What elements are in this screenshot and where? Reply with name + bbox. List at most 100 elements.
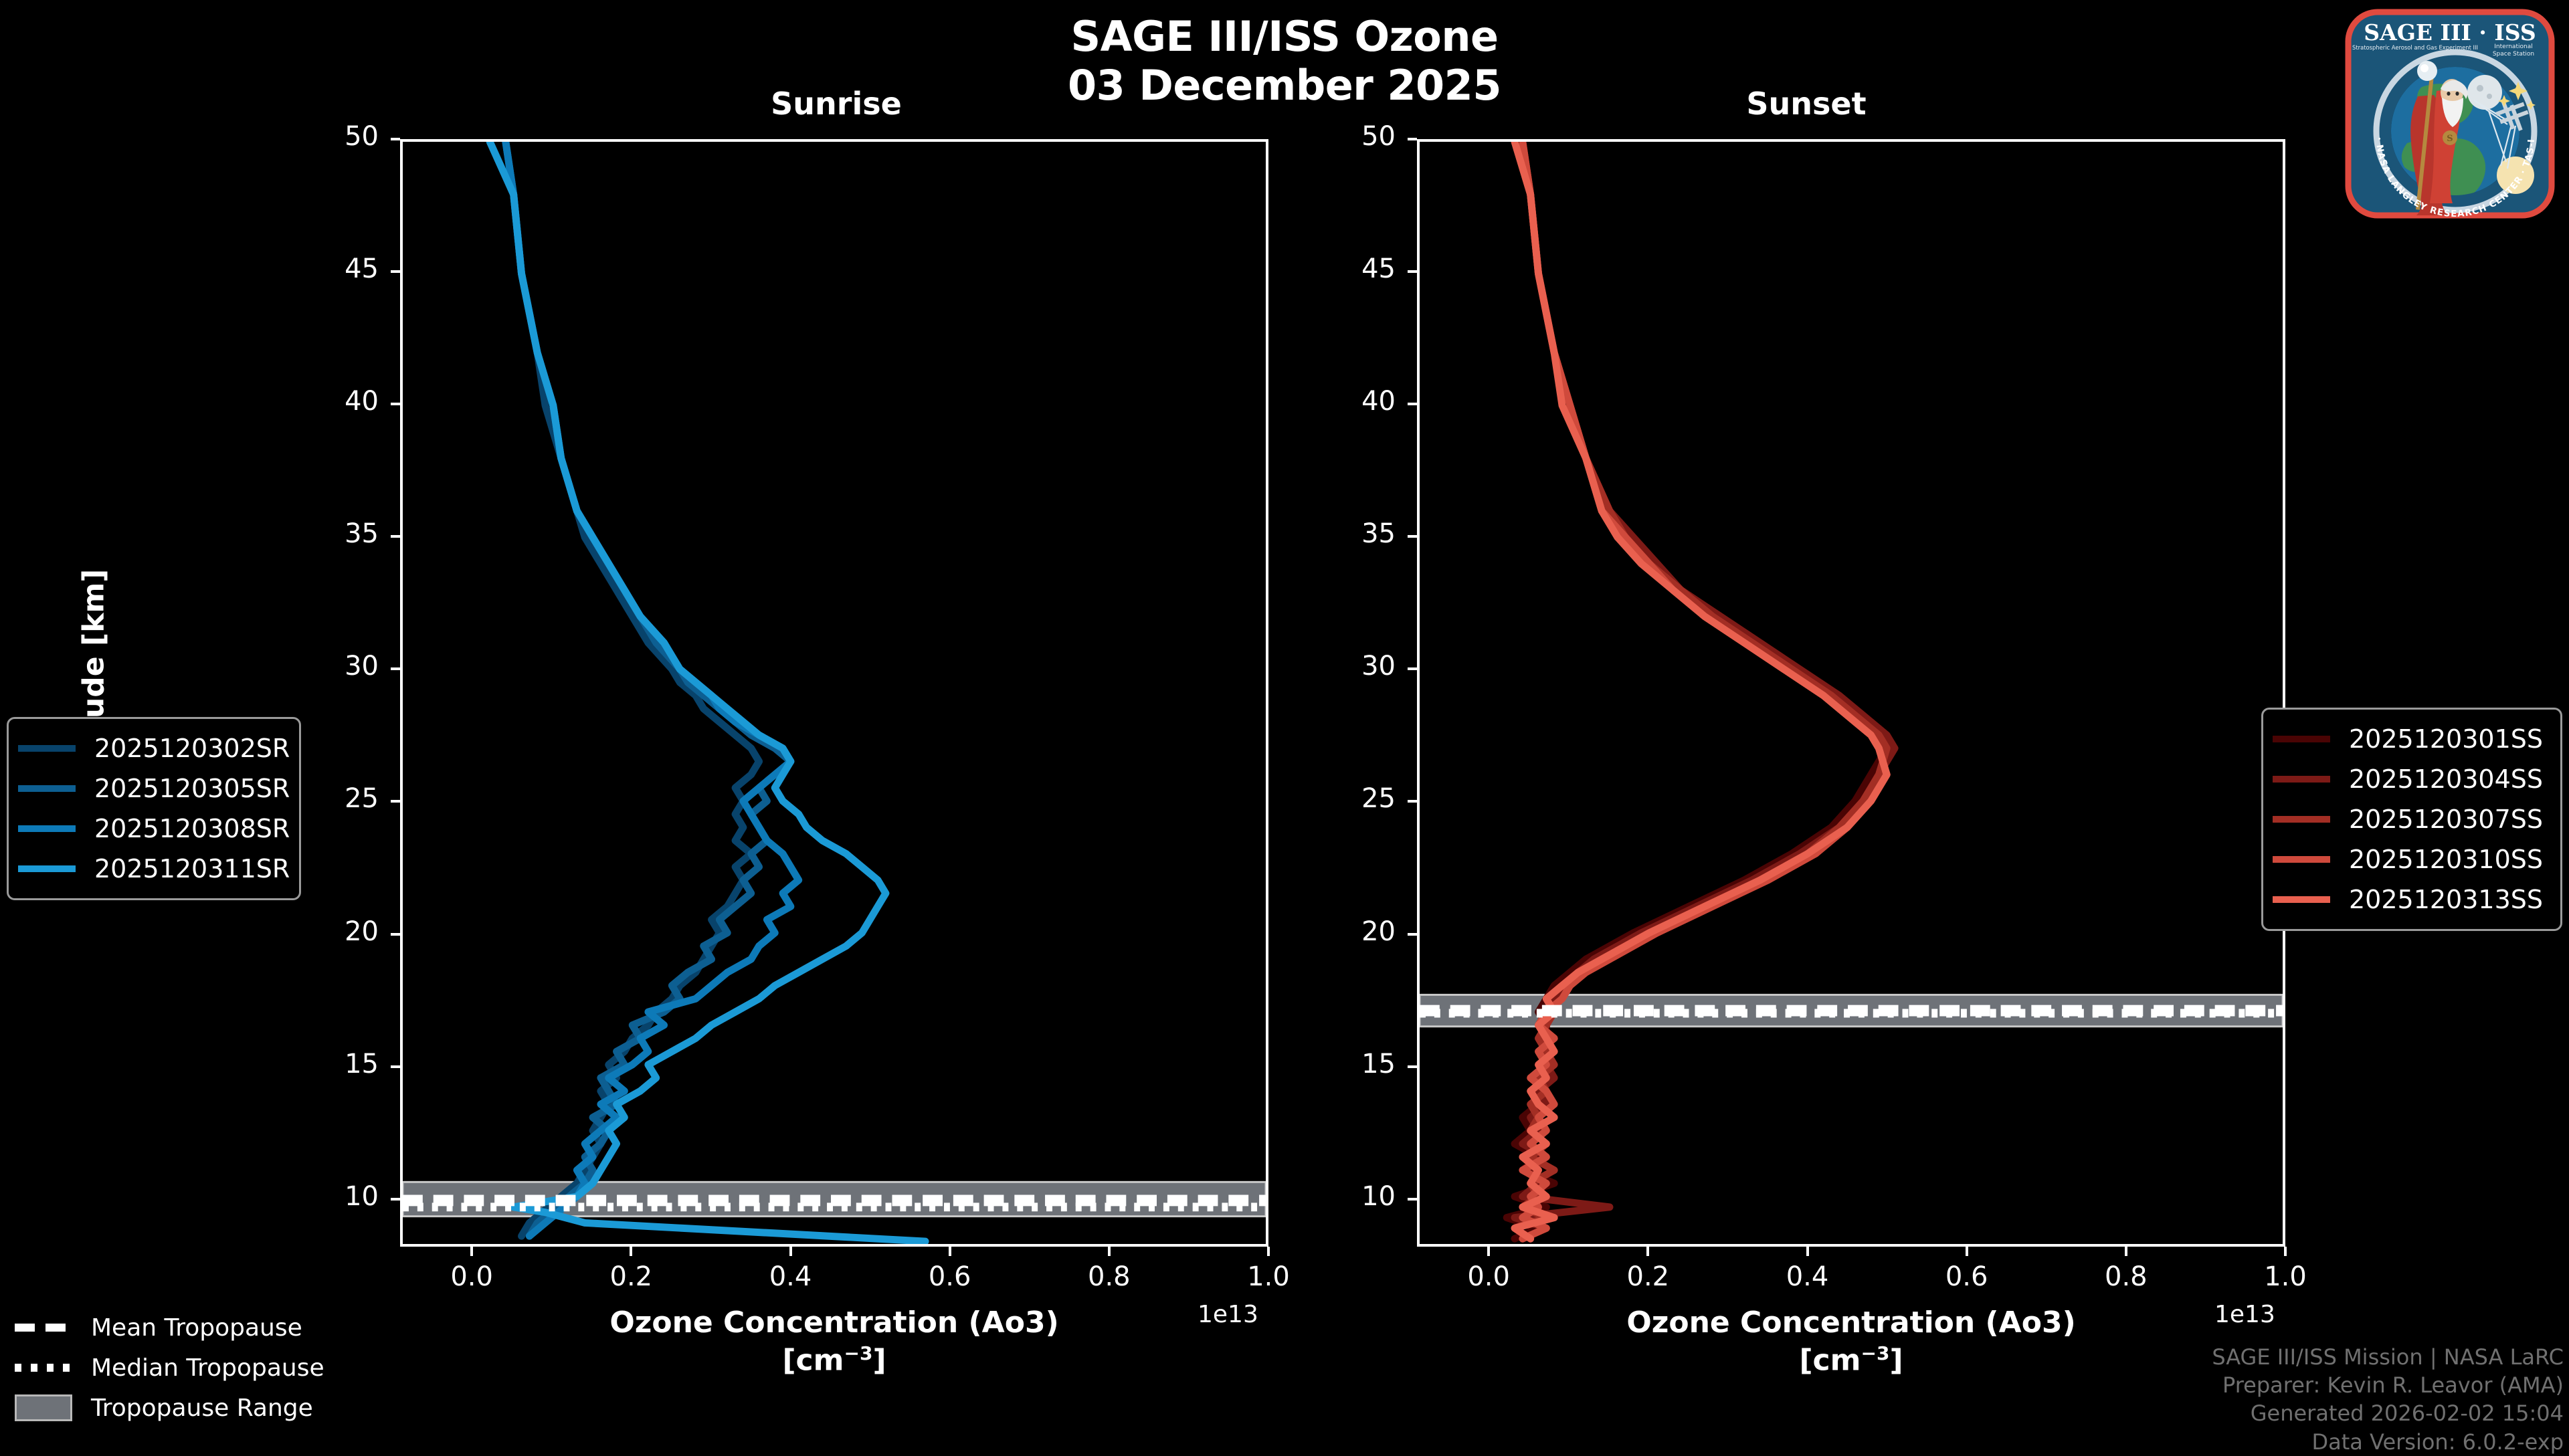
- x-tick-label: 0.0: [450, 1261, 493, 1292]
- x-tick-label: 0.8: [2105, 1261, 2148, 1292]
- y-tick-mark: [391, 535, 400, 538]
- sunset-legend-label: 2025120307SS: [2349, 805, 2544, 834]
- sunrise-legend-item[interactable]: 2025120311SR: [18, 849, 290, 889]
- sunrise-legend-label: 2025120308SR: [94, 814, 290, 843]
- y-tick-mark: [391, 667, 400, 671]
- x-tick-label: 0.6: [928, 1261, 971, 1292]
- x-tick-mark: [1267, 1247, 1270, 1256]
- patch-subtitle-left: Stratospheric Aerosol and Gas Experiment…: [2352, 44, 2478, 51]
- ozone-profile-line: [502, 142, 795, 1240]
- sunrise-legend-swatch: [18, 825, 76, 832]
- x-tick-mark: [630, 1247, 633, 1256]
- y-tick-label: 45: [1361, 253, 1396, 285]
- x-tick-mark: [948, 1247, 951, 1256]
- patch-title: SAGE III · ISS: [2364, 19, 2536, 45]
- sunset-plot-svg: [1420, 142, 2283, 1243]
- sunrise-legend-swatch: [18, 865, 76, 872]
- ozone-profile-line: [502, 142, 763, 1240]
- sunset-legend-item[interactable]: 2025120310SS: [2273, 839, 2548, 879]
- ozone-profile-line: [1519, 142, 1891, 1243]
- sage-iii-iss-mission-patch-icon: S SAGE III · ISS Stratospheric Aerosol a…: [2343, 7, 2555, 219]
- tropopause-legend-swatch-box: [15, 1394, 72, 1421]
- sunrise-x-axis-label-main: Ozone Concentration (Ao3): [609, 1306, 1059, 1340]
- x-tick-mark: [1107, 1247, 1111, 1256]
- sunrise-legend-item[interactable]: 2025120305SR: [18, 768, 290, 809]
- tropopause-legend-label: Median Tropopause: [91, 1354, 324, 1382]
- patch-subtitle-right-2: Space Station: [2493, 51, 2534, 58]
- tropopause-legend-label: Tropopause Range: [91, 1394, 313, 1422]
- ozone-profile-line: [486, 142, 929, 1244]
- sunrise-plot-svg: [403, 142, 1266, 1244]
- tropopause-legend-item[interactable]: Mean Tropopause: [15, 1308, 363, 1348]
- sunrise-legend-label: 2025120311SR: [94, 854, 290, 883]
- sunset-legend-label: 2025120313SS: [2349, 885, 2544, 914]
- x-tick-label: 1.0: [1247, 1261, 1290, 1292]
- y-tick-mark: [391, 138, 400, 140]
- sunrise-legend-item[interactable]: 2025120302SR: [18, 728, 290, 768]
- sunset-legend-label: 2025120310SS: [2349, 845, 2544, 874]
- x-tick-mark: [789, 1247, 792, 1256]
- x-tick-mark: [470, 1247, 474, 1256]
- sunset-plot-panel: [1417, 139, 2285, 1247]
- x-tick-label: 0.2: [609, 1261, 653, 1292]
- ozone-profile-line: [1511, 142, 1891, 1243]
- y-tick-label: 20: [1361, 916, 1396, 947]
- ozone-profile-line: [1511, 142, 1899, 1243]
- y-tick-label: 10: [1361, 1180, 1396, 1212]
- sunrise-legend-label: 2025120305SR: [94, 774, 290, 803]
- x-tick-label: 0.2: [1626, 1261, 1670, 1292]
- sunset-legend: 2025120301SS 2025120304SS 2025120307SS 2025…: [2261, 708, 2562, 931]
- x-tick-mark: [1965, 1247, 1968, 1256]
- sunset-legend-label: 2025120301SS: [2349, 724, 2544, 754]
- y-tick-label: 35: [1361, 518, 1396, 550]
- credit-preparer: Preparer: Kevin R. Leavor (AMA): [2222, 1372, 2564, 1398]
- x-tick-mark: [1646, 1247, 1650, 1256]
- y-tick-label: 40: [1361, 386, 1396, 417]
- title-line-2: 03 December 2025: [1068, 61, 1501, 110]
- y-tick-mark: [1408, 1065, 1417, 1068]
- sunrise-legend-swatch: [18, 785, 76, 792]
- tropopause-legend-swatch-dotted: [15, 1364, 72, 1372]
- sunrise-plot-panel: [400, 139, 1268, 1247]
- x-tick-mark: [2284, 1247, 2287, 1256]
- sunset-legend-item[interactable]: 2025120301SS: [2273, 719, 2548, 759]
- sunrise-x-axis-label: Ozone Concentration (Ao3) [cm−3]: [400, 1304, 1268, 1380]
- sunset-legend-swatch: [2273, 856, 2330, 863]
- y-tick-label: 15: [1361, 1048, 1396, 1079]
- x-tick-label: 0.6: [1945, 1261, 1988, 1292]
- sunset-legend-swatch: [2273, 896, 2330, 903]
- y-tick-mark: [1408, 138, 1417, 140]
- credit-data-version: Data Version: 6.0.2-exp: [2311, 1429, 2564, 1455]
- x-tick-label: 0.8: [1088, 1261, 1131, 1292]
- x-tick-mark: [1487, 1247, 1491, 1256]
- sunset-legend-item[interactable]: 2025120304SS: [2273, 759, 2548, 799]
- sunset-legend-swatch: [2273, 776, 2330, 783]
- svg-text:S: S: [2447, 134, 2453, 144]
- x-tick-mark: [2124, 1247, 2127, 1256]
- sunset-legend-item[interactable]: 2025120313SS: [2273, 879, 2548, 920]
- y-tick-mark: [1408, 800, 1417, 803]
- tropopause-legend-item[interactable]: Median Tropopause: [15, 1348, 363, 1388]
- credits-block: SAGE III/ISS Mission | NASA LaRC Prepare…: [2212, 1343, 2564, 1456]
- tropopause-legend-item[interactable]: Tropopause Range: [15, 1388, 363, 1428]
- y-tick-label: 25: [1361, 783, 1396, 815]
- x-tick-label: 0.0: [1467, 1261, 1510, 1292]
- x-tick-mark: [1806, 1247, 1809, 1256]
- tropopause-legend-swatch-dashed: [15, 1324, 72, 1332]
- y-tick-label: 15: [345, 1048, 379, 1079]
- patch-subtitle-right-1: International: [2494, 43, 2532, 50]
- sunrise-x-axis-units: [cm−3]: [782, 1342, 886, 1378]
- y-tick-mark: [391, 1197, 400, 1201]
- y-tick-label: 40: [345, 386, 379, 417]
- y-tick-mark: [1408, 932, 1417, 936]
- y-tick-mark: [391, 1065, 400, 1068]
- y-tick-mark: [391, 403, 400, 406]
- sunset-legend-item[interactable]: 2025120307SS: [2273, 799, 2548, 839]
- y-tick-mark: [1408, 535, 1417, 538]
- sunset-x-axis-units: [cm−3]: [1799, 1342, 1903, 1378]
- y-tick-mark: [391, 800, 400, 803]
- x-tick-label: 1.0: [2264, 1261, 2307, 1292]
- sunrise-legend-item[interactable]: 2025120308SR: [18, 809, 290, 849]
- x-tick-label: 0.4: [769, 1261, 812, 1292]
- sunrise-legend-label: 2025120302SR: [94, 734, 290, 763]
